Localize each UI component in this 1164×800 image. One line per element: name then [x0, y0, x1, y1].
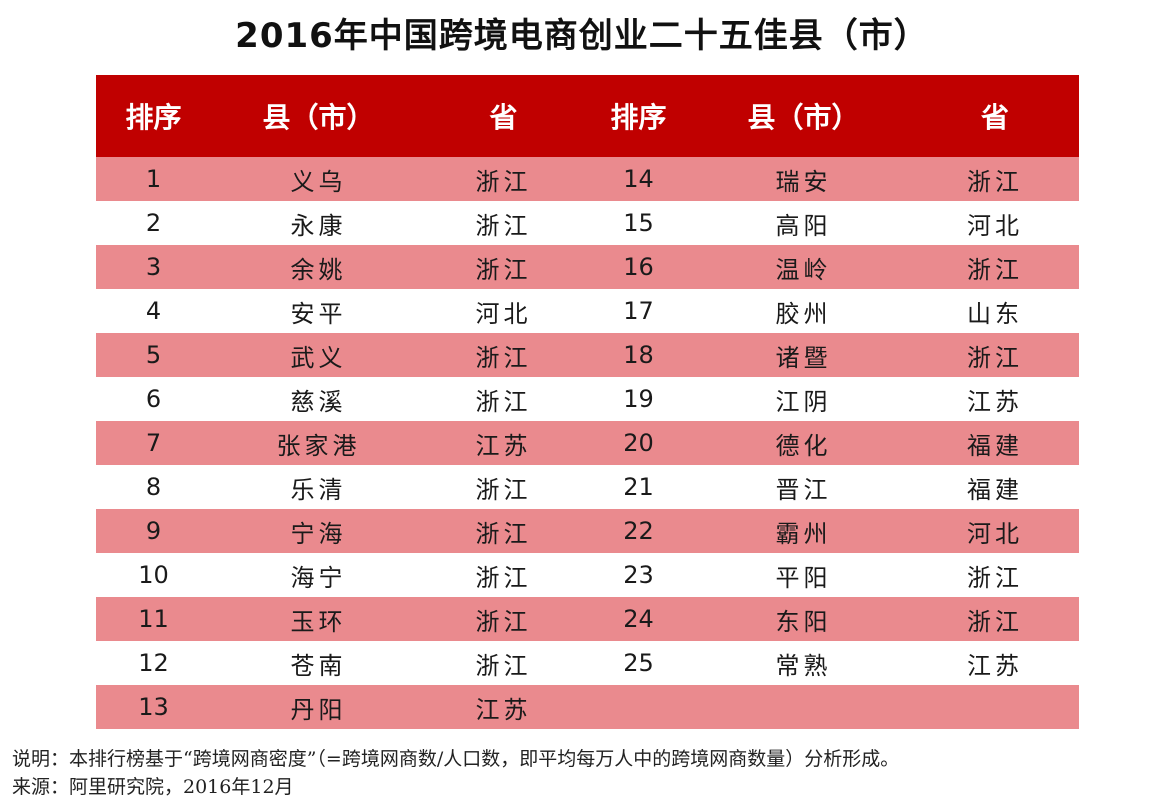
rank-cell: 14: [623, 165, 654, 193]
rank-cell: 3: [145, 253, 162, 281]
rank-cell: 22: [623, 517, 654, 545]
table-header: 排序 县（市） 省 排序 县（市） 省: [96, 75, 1079, 157]
rank-cell: 16: [623, 253, 654, 281]
rank-cell: 24: [623, 605, 654, 633]
province-cell: 浙江: [967, 563, 1023, 592]
county-cell: 张家港: [276, 431, 361, 460]
county-cell: 晋江: [775, 475, 832, 504]
table-row: 11 玉环 浙江 24 东阳 浙江: [96, 597, 1079, 641]
province-cell: 浙江: [475, 519, 532, 548]
county-cell: 平阳: [775, 563, 832, 592]
page-title: 2016年中国跨境电商创业二十五佳县（市）: [235, 16, 929, 56]
rank-cell: 15: [623, 209, 654, 237]
province-cell: 浙江: [475, 607, 532, 636]
county-cell: 常熟: [775, 651, 832, 680]
county-cell: 苍南: [290, 651, 347, 680]
province-cell: 浙江: [475, 343, 532, 372]
rank-cell: 10: [138, 561, 169, 589]
county-cell: 余姚: [290, 255, 347, 284]
province-cell: 江苏: [967, 651, 1023, 680]
county-cell: 玉环: [290, 607, 347, 636]
header-county: 县（市）: [262, 101, 375, 134]
county-cell: 胶州: [775, 299, 832, 328]
county-cell: 诸暨: [775, 343, 832, 372]
province-cell: 浙江: [967, 607, 1023, 636]
province-cell: 江苏: [475, 695, 532, 724]
county-cell: 海宁: [290, 563, 347, 592]
province-cell: 浙江: [475, 563, 532, 592]
table-row: 9 宁海 浙江 22 霸州 河北: [96, 509, 1079, 553]
rank-cell: 11: [138, 605, 169, 633]
table-row: 5 武义 浙江 18 诸暨 浙江: [96, 333, 1079, 377]
table-row: 4 安平 河北 17 胶州 山东: [96, 289, 1079, 333]
header-province: 省: [489, 101, 518, 134]
header-rank: 排序: [610, 101, 667, 134]
header-rank: 排序: [125, 101, 182, 134]
table-row: 13 丹阳 江苏: [96, 685, 1079, 729]
province-cell: 浙江: [967, 255, 1023, 284]
table-row: 8 乐清 浙江 21 晋江 福建: [96, 465, 1079, 509]
county-cell: 永康: [290, 211, 347, 240]
county-cell: 江阴: [775, 387, 832, 416]
province-cell: 福建: [967, 475, 1023, 504]
rank-cell: 19: [623, 385, 654, 413]
table-row: 2 永康 浙江 15 高阳 河北: [96, 201, 1079, 245]
rank-cell: 4: [145, 297, 162, 325]
county-cell: 安平: [290, 299, 347, 328]
explanation-note: 说明：本排行榜基于“跨境网商密度”（=跨境网商数/人口数，即平均每万人中的跨境网…: [12, 748, 900, 770]
county-cell: 宁海: [290, 519, 347, 548]
rank-cell: 9: [145, 517, 162, 545]
province-cell: 江苏: [967, 387, 1023, 416]
table-row: 6 慈溪 浙江 19 江阴 江苏: [96, 377, 1079, 421]
county-cell: 东阳: [775, 607, 832, 636]
table-row: 1 义乌 浙江 14 瑞安 浙江: [96, 157, 1079, 201]
county-cell: 义乌: [290, 167, 347, 196]
county-cell: 乐清: [290, 475, 347, 504]
rank-cell: 5: [145, 341, 162, 369]
rank-cell: 23: [623, 561, 654, 589]
rank-cell: 18: [623, 341, 654, 369]
province-cell: 山东: [967, 299, 1023, 328]
county-cell: 温岭: [775, 255, 832, 284]
header-province: 省: [980, 101, 1009, 134]
rank-cell: 8: [145, 473, 162, 501]
source-note: 来源：阿里研究院，2016年12月: [12, 776, 294, 798]
county-cell: 瑞安: [775, 167, 832, 196]
ranking-table: 排序 县（市） 省 排序 县（市） 省 1 义乌 浙江 14 瑞安 浙江 2 永…: [96, 75, 1079, 729]
table-row: 3 余姚 浙江 16 温岭 浙江: [96, 245, 1079, 289]
province-cell: 河北: [475, 299, 532, 328]
table-row: 12 苍南 浙江 25 常熟 江苏: [96, 641, 1079, 685]
county-cell: 慈溪: [290, 387, 347, 416]
header-county: 县（市）: [747, 101, 860, 134]
rank-cell: 7: [145, 429, 162, 457]
rank-cell: 20: [623, 429, 654, 457]
rank-cell: 2: [145, 209, 162, 237]
province-cell: 河北: [967, 519, 1023, 548]
province-cell: 江苏: [475, 431, 532, 460]
county-cell: 霸州: [775, 519, 832, 548]
province-cell: 河北: [967, 211, 1023, 240]
rank-cell: 6: [145, 385, 162, 413]
province-cell: 浙江: [475, 167, 532, 196]
rank-cell: 12: [138, 649, 169, 677]
county-cell: 高阳: [775, 211, 832, 240]
province-cell: 浙江: [967, 167, 1023, 196]
rank-cell: 13: [138, 693, 169, 721]
county-cell: 武义: [290, 343, 347, 372]
rank-cell: 1: [145, 165, 162, 193]
province-cell: 浙江: [475, 255, 532, 284]
province-cell: 浙江: [475, 211, 532, 240]
county-cell: 丹阳: [290, 695, 347, 724]
rank-cell: 25: [623, 649, 654, 677]
rank-cell: 21: [623, 473, 654, 501]
table-row: 7 张家港 江苏 20 德化 福建: [96, 421, 1079, 465]
province-cell: 浙江: [967, 343, 1023, 372]
province-cell: 浙江: [475, 651, 532, 680]
table-row: 10 海宁 浙江 23 平阳 浙江: [96, 553, 1079, 597]
province-cell: 浙江: [475, 387, 532, 416]
county-cell: 德化: [775, 431, 832, 460]
province-cell: 福建: [967, 431, 1023, 460]
province-cell: 浙江: [475, 475, 532, 504]
rank-cell: 17: [623, 297, 654, 325]
